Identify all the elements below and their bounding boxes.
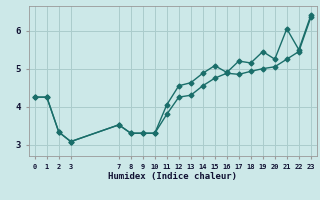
- X-axis label: Humidex (Indice chaleur): Humidex (Indice chaleur): [108, 172, 237, 181]
